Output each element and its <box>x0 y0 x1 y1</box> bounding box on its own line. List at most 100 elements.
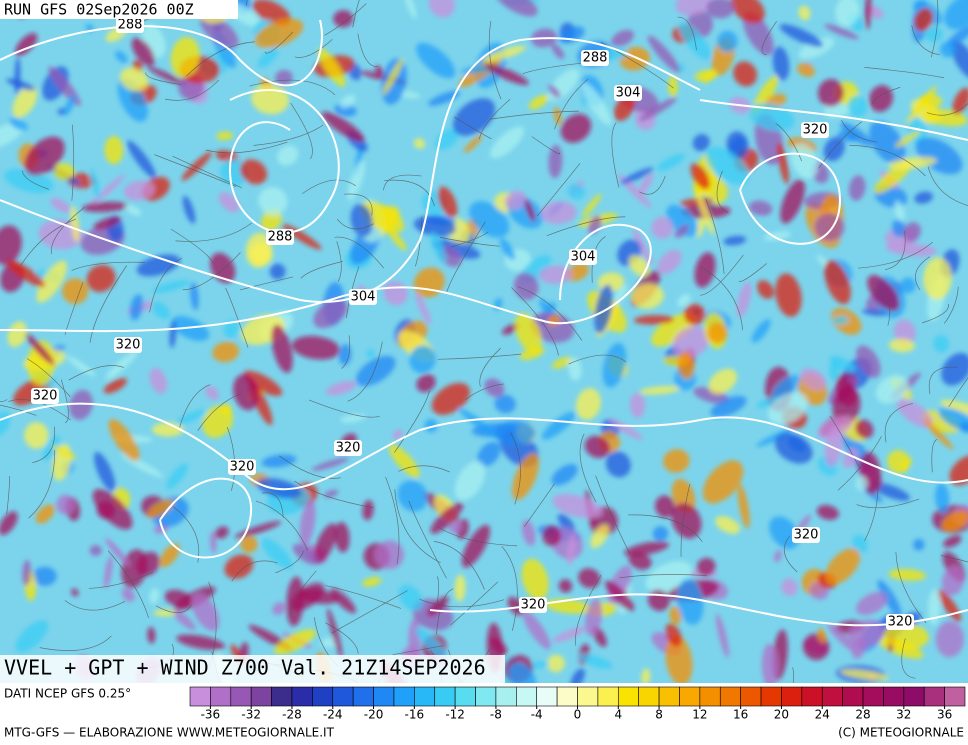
field-blob <box>67 356 96 377</box>
field-blob <box>548 144 563 179</box>
field-blob <box>82 201 129 213</box>
field-blob <box>514 312 542 353</box>
field-blob <box>359 201 405 234</box>
streamline <box>71 124 75 201</box>
field-blob <box>321 111 365 142</box>
streamline <box>51 207 85 255</box>
colorbar-box <box>658 686 680 707</box>
field-blob <box>67 173 96 189</box>
streamline <box>829 415 861 470</box>
field-blob <box>239 159 268 185</box>
field-blob <box>672 326 710 359</box>
field-blob <box>36 260 67 303</box>
streamline <box>575 575 602 646</box>
streamline <box>182 252 241 291</box>
colorbar-box <box>944 686 966 707</box>
field-blob <box>861 308 888 316</box>
colorbar-box <box>617 686 639 707</box>
field-blob <box>149 367 168 394</box>
colorbar-box <box>250 686 272 707</box>
streamline <box>864 67 945 79</box>
field-blob <box>756 280 774 299</box>
field-blob <box>9 117 28 131</box>
field-blob <box>651 312 696 347</box>
field-blob <box>224 554 254 579</box>
streamline <box>546 216 626 237</box>
streamline <box>465 383 505 400</box>
field-blob <box>769 516 800 549</box>
streamline <box>255 500 308 551</box>
field-blob <box>277 145 299 166</box>
field-blob <box>136 254 181 277</box>
field-blob <box>233 374 259 411</box>
field-blob <box>935 621 965 658</box>
streamline <box>20 218 77 266</box>
field-blob <box>941 565 965 596</box>
streamline <box>64 600 126 611</box>
field-blob <box>611 29 634 47</box>
field-blob <box>840 669 889 681</box>
field-blob <box>127 140 157 179</box>
colorbar-tick-label: -36 <box>201 708 221 722</box>
field-blob <box>895 130 921 148</box>
colorbar-box <box>903 686 925 707</box>
field-blob <box>903 222 921 242</box>
streamline <box>408 500 447 579</box>
field-blob <box>313 298 348 329</box>
colorbar-tick-label: 12 <box>692 708 707 722</box>
field-blob <box>869 121 906 165</box>
contour-label-bg <box>114 337 142 353</box>
field-blob <box>362 576 382 587</box>
streamline <box>165 79 220 101</box>
field-blob <box>568 357 582 381</box>
field-blob <box>959 422 968 433</box>
streamline <box>864 464 879 542</box>
field-blob <box>888 568 927 581</box>
streamline <box>837 436 882 491</box>
field-blob <box>484 378 505 397</box>
field-blob <box>428 0 456 18</box>
field-blob <box>823 136 845 162</box>
colorbar-box <box>679 686 701 707</box>
field-blob <box>56 494 75 515</box>
contour-label-bg <box>116 17 144 33</box>
field-blob <box>623 541 669 557</box>
field-blob <box>715 516 741 534</box>
field-blob <box>708 368 737 395</box>
field-blob <box>120 67 149 92</box>
colorbar-box <box>577 686 599 707</box>
streamline <box>357 33 378 67</box>
colorbar-tick-label: 36 <box>937 708 952 722</box>
field-blob <box>542 411 576 440</box>
field-blob <box>706 146 749 185</box>
field-blob <box>454 574 466 602</box>
field-blob <box>877 580 902 617</box>
field-blob <box>243 370 283 397</box>
field-blob <box>313 523 337 564</box>
colorbar-tick-label: -20 <box>364 708 384 722</box>
field-blob <box>424 419 438 433</box>
field-blob <box>800 368 827 390</box>
streamline <box>680 483 691 557</box>
field-blob <box>940 399 968 419</box>
field-blob <box>89 545 102 556</box>
streamline <box>334 236 385 269</box>
field-blob <box>69 389 93 420</box>
field-blob <box>914 7 934 32</box>
field-blob <box>416 42 456 79</box>
streamline <box>437 353 522 360</box>
streamline <box>6 475 11 515</box>
field-blob <box>221 403 232 416</box>
field-blob <box>86 264 116 293</box>
field-blob <box>24 136 65 176</box>
field-blob <box>666 204 698 237</box>
streamline <box>931 438 938 473</box>
field-blob <box>602 342 627 388</box>
streamline <box>290 570 317 618</box>
field-blob <box>212 341 240 363</box>
contour-label-bg <box>886 614 914 630</box>
streamline <box>705 198 725 274</box>
streamline <box>841 119 878 143</box>
field-blob <box>582 193 602 218</box>
